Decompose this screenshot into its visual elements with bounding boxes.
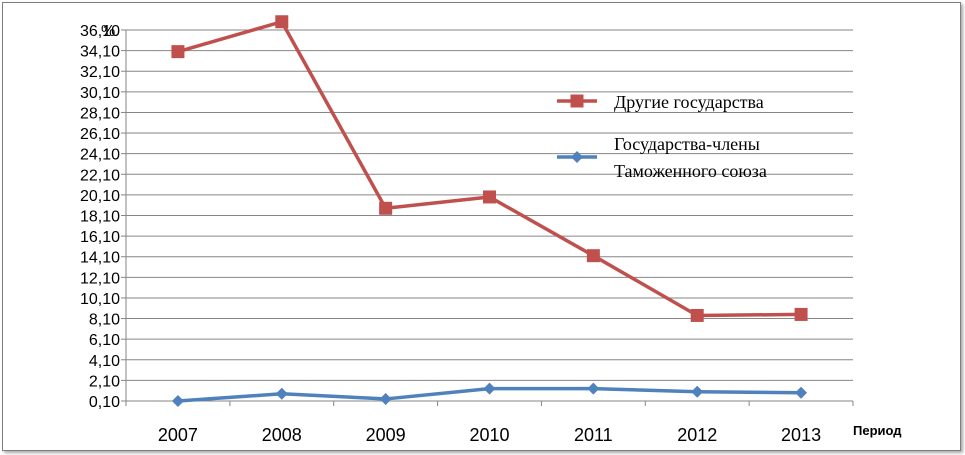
y-axis-label: % bbox=[101, 23, 115, 40]
data-point-diamond bbox=[483, 382, 496, 395]
data-point-diamond bbox=[691, 385, 704, 398]
legend-marker-square bbox=[570, 94, 584, 108]
data-point-square bbox=[690, 308, 704, 322]
legend-marker-diamond bbox=[571, 151, 583, 163]
y-tick-label: 10,10 bbox=[80, 291, 120, 308]
y-tick-label: 16,10 bbox=[80, 229, 120, 246]
x-tick-label: 2013 bbox=[781, 425, 821, 445]
x-tick-label: 2007 bbox=[158, 425, 198, 445]
x-axis-title: Период bbox=[853, 423, 902, 438]
gridlines bbox=[126, 29, 853, 381]
y-tick-label: 24,10 bbox=[80, 147, 120, 164]
axes bbox=[121, 29, 854, 406]
x-tick-label: 2009 bbox=[366, 425, 406, 445]
y-tick-label: 26,10 bbox=[80, 126, 120, 143]
data-point-diamond bbox=[275, 387, 288, 400]
y-tick-label: 2,10 bbox=[89, 373, 120, 390]
y-tick-label: 22,10 bbox=[80, 167, 120, 184]
y-tick-label: 8,10 bbox=[89, 312, 120, 329]
x-tick-label: 2012 bbox=[677, 425, 717, 445]
y-tick-label: 18,10 bbox=[80, 209, 120, 226]
data-point-diamond bbox=[379, 392, 392, 405]
data-point-diamond bbox=[795, 386, 808, 399]
x-tick-label: 2011 bbox=[574, 425, 613, 445]
y-tick-label: 20,10 bbox=[80, 188, 120, 205]
y-tick-label: 12,10 bbox=[80, 270, 120, 287]
y-tick-label: 4,10 bbox=[89, 353, 120, 370]
axis-labels: 0,10 2,10 4,10 6,10 8,10 10,10 12,10 14,10 16,10… bbox=[80, 23, 902, 445]
x-tick-label: 2010 bbox=[469, 425, 509, 445]
legend-label: Государства-члены bbox=[614, 134, 760, 154]
data-point-square bbox=[794, 307, 808, 321]
data-point-diamond bbox=[171, 395, 184, 407]
data-point-square bbox=[379, 201, 393, 215]
y-tick-label: 30,10 bbox=[80, 85, 120, 102]
data-point-square bbox=[171, 45, 185, 59]
data-series bbox=[171, 15, 808, 407]
data-point-square bbox=[586, 249, 600, 263]
y-tick-label: 28,10 bbox=[80, 105, 120, 122]
legend: Другие государства Государства-члены Тамож… bbox=[557, 92, 767, 181]
y-tick-label: 6,10 bbox=[89, 332, 120, 349]
data-point-diamond bbox=[587, 382, 600, 395]
y-tick-label: 32,10 bbox=[80, 64, 120, 81]
y-tick-label: 36,10 bbox=[80, 23, 120, 40]
data-point-square bbox=[483, 190, 496, 204]
legend-label: Другие государства bbox=[614, 92, 764, 112]
y-tick-label: 0,10 bbox=[89, 394, 120, 411]
data-point-square bbox=[275, 15, 289, 29]
legend-label: Таможенного союза bbox=[614, 161, 767, 181]
x-tick-label: 2008 bbox=[262, 425, 302, 445]
y-tick-label: 34,10 bbox=[80, 44, 120, 61]
y-tick-label: 14,10 bbox=[80, 250, 120, 267]
